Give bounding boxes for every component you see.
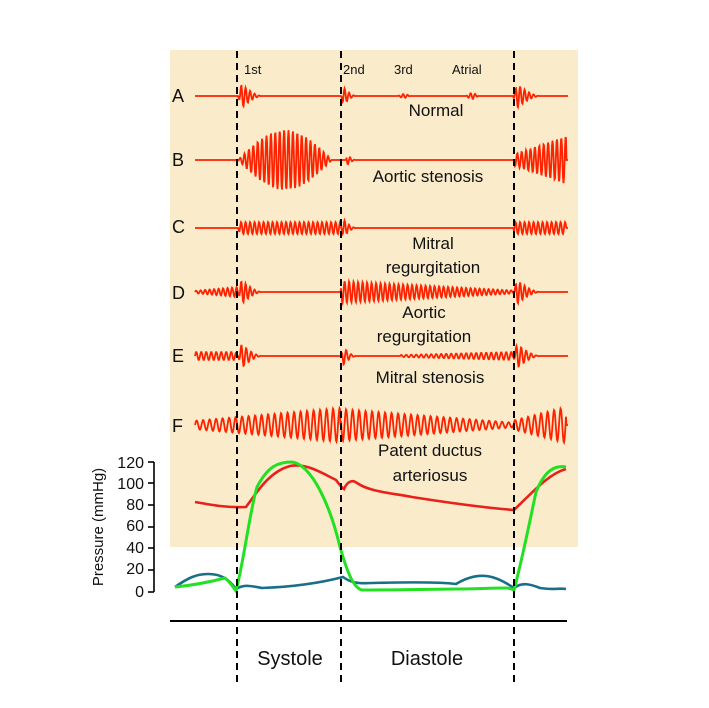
- trace-normal: [195, 84, 568, 111]
- tick-label-80: 80: [126, 497, 144, 514]
- label-regurgitation-c: regurgitation: [386, 258, 481, 277]
- diastole-label: Diastole: [391, 648, 463, 670]
- phonocardiogram-traces: [194, 84, 568, 446]
- tick-label-0: 0: [135, 584, 144, 601]
- label-arteriosus: arteriosus: [393, 466, 468, 485]
- y-axis-title: Pressure (mmHg): [90, 468, 107, 586]
- row-letter-f: F: [172, 416, 183, 436]
- first-sound-label: 1st: [244, 62, 262, 77]
- trace-aortic-stenosis: [195, 130, 568, 190]
- third-sound-label: 3rd: [394, 62, 413, 77]
- label-aortic-stenosis: Aortic stenosis: [373, 167, 484, 186]
- tick-label-20: 20: [126, 561, 144, 578]
- label-normal: Normal: [409, 101, 464, 120]
- label-aortic: Aortic: [402, 303, 446, 322]
- atrial-sound-label: Atrial: [452, 62, 482, 77]
- row-letter-c: C: [172, 217, 185, 237]
- ventricular-pressure-curve: [174, 460, 567, 595]
- row-letter-e: E: [172, 346, 184, 366]
- trace-mitral-stenosis: [194, 342, 568, 368]
- pressure-axis: 120 100 80 60 40 20 0 Pressure (mmHg): [90, 455, 155, 601]
- tick-label-100: 100: [117, 476, 144, 493]
- tick-label-60: 60: [126, 518, 144, 535]
- row-letter-b: B: [172, 150, 184, 170]
- tick-label-120: 120: [117, 455, 144, 472]
- row-letter-d: D: [172, 283, 185, 303]
- trace-patent-ductus: [194, 405, 568, 446]
- aortic-pressure-curve: [194, 464, 567, 512]
- trace-aortic-regurgitation: [194, 278, 568, 307]
- second-sound-label: 2nd: [343, 62, 365, 77]
- y-axis-ticks: [148, 461, 154, 593]
- label-mitral-stenosis: Mitral stenosis: [376, 368, 485, 387]
- label-mitral: Mitral: [412, 234, 454, 253]
- systole-label: Systole: [257, 648, 323, 670]
- trace-mitral-regurgitation: [195, 217, 568, 237]
- label-patent-ductus: Patent ductus: [378, 441, 482, 460]
- label-regurgitation-d: regurgitation: [377, 327, 472, 346]
- tick-label-40: 40: [126, 540, 144, 557]
- row-letter-a: A: [172, 86, 184, 106]
